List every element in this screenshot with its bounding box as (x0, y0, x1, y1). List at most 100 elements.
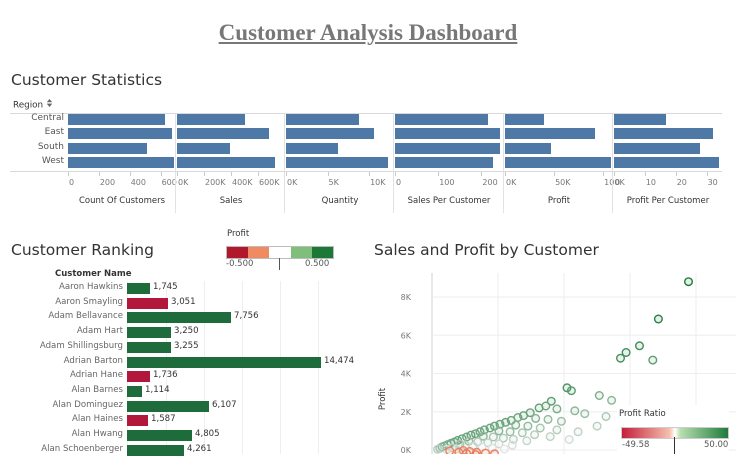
scatter-point[interactable] (511, 420, 521, 430)
scatter-point[interactable] (499, 444, 509, 454)
scatter-point[interactable] (462, 448, 472, 454)
stat-bar[interactable] (505, 157, 611, 168)
scatter-point[interactable] (546, 396, 556, 406)
scatter-point[interactable] (507, 440, 517, 450)
scatter-point[interactable] (634, 341, 644, 351)
region-header[interactable]: Region (13, 99, 52, 111)
customer-name[interactable]: Adam Shillingsburg (39, 341, 123, 351)
customer-bar[interactable] (127, 401, 209, 412)
stat-bar[interactable] (505, 114, 544, 125)
scatter-point[interactable] (564, 434, 574, 444)
scatter-point[interactable] (653, 314, 663, 324)
scatter-point[interactable] (684, 277, 694, 287)
scatter-point[interactable] (566, 386, 576, 396)
customer-bar[interactable] (127, 327, 171, 338)
scatter-point[interactable] (523, 421, 533, 431)
scatter-point[interactable] (517, 428, 527, 438)
scatter-point[interactable] (552, 425, 562, 435)
stat-bar[interactable] (614, 114, 666, 125)
stat-bar[interactable] (395, 128, 500, 139)
customer-bar[interactable] (127, 445, 184, 456)
customer-bar[interactable] (127, 342, 171, 353)
scatter-point[interactable] (545, 432, 555, 442)
customer-name[interactable]: Alan Haines (71, 414, 123, 424)
stat-bar[interactable] (614, 143, 700, 154)
scatter-point[interactable] (556, 416, 566, 426)
customer-name[interactable]: Adam Bellavance (48, 311, 123, 321)
scatter-point[interactable] (594, 390, 604, 400)
scatter-point[interactable] (615, 353, 625, 363)
scatter-point[interactable] (648, 355, 658, 365)
customer-bar[interactable] (127, 415, 148, 426)
scatter-point[interactable] (494, 426, 504, 436)
stat-bar[interactable] (177, 157, 275, 168)
scatter-point[interactable] (445, 446, 455, 454)
customer-name[interactable]: Adam Hart (76, 326, 123, 336)
profit-ratio-legend[interactable]: Profit Ratio -49.58 50.00 (617, 405, 729, 454)
stat-bar[interactable] (177, 143, 230, 154)
customer-bar[interactable] (127, 283, 150, 294)
scatter-point[interactable] (570, 406, 580, 416)
scatter-point[interactable] (601, 411, 611, 421)
customer-name[interactable]: Adrian Barton (63, 356, 123, 366)
stat-bar[interactable] (68, 143, 147, 154)
customer-bar[interactable] (127, 386, 142, 397)
scatter-point[interactable] (530, 430, 540, 440)
scatter-point[interactable] (454, 447, 464, 455)
scatter-point[interactable] (522, 436, 532, 446)
customer-name[interactable]: Alan Hwang (71, 429, 123, 439)
scatter-plot[interactable]: 0K 2K 4K 6K 8K (395, 265, 736, 454)
customer-bar[interactable] (127, 357, 321, 368)
scatter-point[interactable] (580, 409, 590, 419)
scatter-point[interactable] (481, 448, 490, 454)
stat-bar[interactable] (286, 128, 374, 139)
stat-bar[interactable] (68, 157, 174, 168)
scatter-point[interactable] (471, 450, 480, 454)
stat-bar[interactable] (68, 114, 165, 125)
scatter-point[interactable] (505, 427, 515, 437)
customer-name[interactable]: Adrian Hane (69, 370, 123, 380)
scatter-point[interactable] (535, 423, 545, 433)
stat-bar[interactable] (286, 114, 359, 125)
stat-bar[interactable] (395, 114, 488, 125)
profit-color-legend[interactable] (226, 246, 334, 259)
customer-name[interactable]: Aaron Smayling (55, 297, 123, 307)
scatter-point[interactable] (534, 403, 544, 413)
stat-bar[interactable] (395, 157, 493, 168)
customer-name[interactable]: Alan Schoenberger (41, 444, 123, 454)
stat-bar[interactable] (614, 157, 719, 168)
scatter-point[interactable] (458, 445, 468, 454)
scatter-point[interactable] (488, 432, 498, 442)
scatter-point[interactable] (573, 427, 583, 437)
scatter-point[interactable] (543, 414, 553, 424)
scatter-point[interactable] (592, 421, 602, 431)
customer-bar[interactable] (127, 371, 150, 382)
stat-bar[interactable] (286, 157, 388, 168)
scatter-point[interactable] (498, 433, 508, 443)
sort-icon[interactable] (46, 99, 52, 111)
scatter-point[interactable] (478, 431, 488, 441)
scatter-point[interactable] (490, 449, 499, 454)
customer-name[interactable]: Alan Dominguez (52, 400, 124, 410)
scatter-point[interactable] (433, 444, 443, 454)
stat-bar[interactable] (395, 143, 500, 154)
customer-bar[interactable] (127, 298, 168, 309)
stat-bar[interactable] (177, 128, 269, 139)
stat-bar[interactable] (505, 143, 551, 154)
customer-bar[interactable] (127, 430, 192, 441)
customer-bar[interactable] (127, 312, 231, 323)
scatter-point[interactable] (552, 404, 562, 414)
customer-name[interactable]: Aaron Hawkins (59, 282, 123, 292)
y-tick-label: 6K (401, 331, 412, 340)
stat-bar[interactable] (286, 143, 338, 154)
scatter-point[interactable] (607, 395, 617, 405)
stat-bar[interactable] (68, 128, 172, 139)
scatter-point[interactable] (494, 439, 504, 449)
customer-name-header[interactable]: Customer Name (55, 269, 132, 279)
scatter-point[interactable] (531, 413, 541, 423)
stat-bar[interactable] (505, 128, 595, 139)
customer-name[interactable]: Alan Barnes (71, 385, 123, 395)
stat-bar[interactable] (177, 114, 245, 125)
stat-bar[interactable] (614, 128, 713, 139)
scatter-point[interactable] (621, 347, 631, 357)
